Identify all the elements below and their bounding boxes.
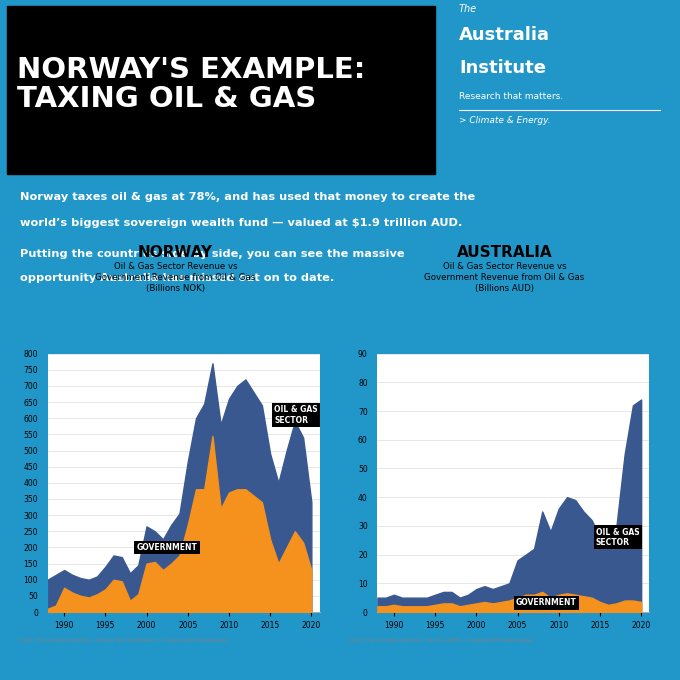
Text: The: The — [459, 3, 477, 14]
Text: OIL & GAS
SECTOR: OIL & GAS SECTOR — [274, 405, 318, 425]
Text: Australia: Australia — [459, 26, 550, 44]
Text: (Billions NOK): (Billions NOK) — [146, 284, 205, 293]
Text: Research that matters.: Research that matters. — [459, 92, 563, 101]
Text: Institute: Institute — [459, 58, 546, 77]
FancyBboxPatch shape — [7, 5, 435, 175]
Text: Oil & Gas Sector Revenue vs: Oil & Gas Sector Revenue vs — [443, 262, 566, 271]
Text: Government Revenue from Oil & Gas: Government Revenue from Oil & Gas — [95, 273, 256, 282]
Text: Putting the countries side by side, you can see the massive: Putting the countries side by side, you … — [20, 249, 405, 259]
Text: Chart: The Australia Institute • Source: APPEA • Created with Datawrapper: Chart: The Australia Institute • Source:… — [349, 638, 533, 643]
Text: > Climate & Energy.: > Climate & Energy. — [459, 116, 551, 124]
Text: (Billions AUD): (Billions AUD) — [475, 284, 534, 293]
Text: OIL & GAS
SECTOR: OIL & GAS SECTOR — [596, 528, 639, 547]
Text: Government Revenue from Oil & Gas: Government Revenue from Oil & Gas — [424, 273, 585, 282]
Text: AUSTRALIA: AUSTRALIA — [457, 245, 552, 260]
Text: Chart: The Australia Institute • Source: Norsk Petroleum • Created with Datawrap: Chart: The Australia Institute • Source:… — [19, 638, 228, 643]
Text: Oil & Gas Sector Revenue vs: Oil & Gas Sector Revenue vs — [114, 262, 237, 271]
Text: world’s biggest sovereign wealth fund — valued at $1.9 trillion AUD.: world’s biggest sovereign wealth fund — … — [20, 218, 463, 228]
Text: GOVERNMENT: GOVERNMENT — [516, 598, 577, 607]
Text: GOVERNMENT: GOVERNMENT — [137, 543, 198, 552]
Text: NORWAY: NORWAY — [138, 245, 213, 260]
Text: Norway taxes oil & gas at 78%, and has used that money to create the: Norway taxes oil & gas at 78%, and has u… — [20, 192, 475, 203]
Text: opportunity Australia has missed out on to date.: opportunity Australia has missed out on … — [20, 273, 335, 283]
Text: NORWAY'S EXAMPLE:
TAXING OIL & GAS: NORWAY'S EXAMPLE: TAXING OIL & GAS — [17, 56, 365, 113]
